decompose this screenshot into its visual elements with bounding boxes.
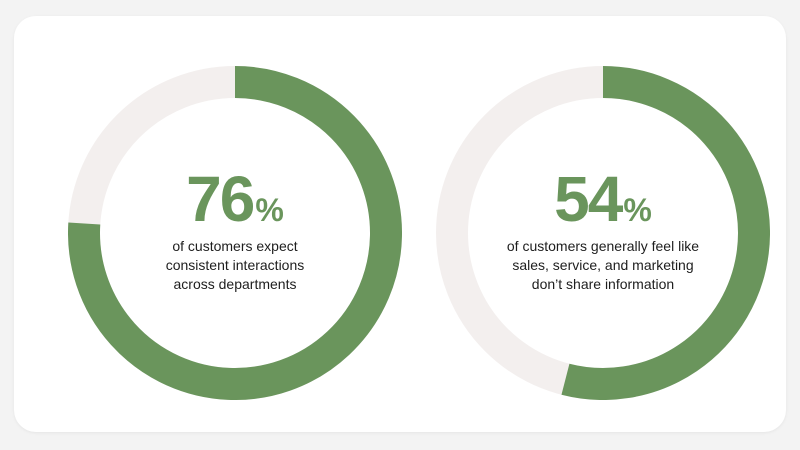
stat-1: 76 % [186, 167, 284, 231]
caption-2-line-2: sales, service, and marketing [512, 256, 694, 273]
donut-arc-1 [68, 66, 402, 400]
donut-chart-1: 76 % of customers expect consistent inte… [68, 66, 402, 400]
stat-value-2: 54 [554, 162, 623, 235]
caption-2-line-1: of customers generally feel like [506, 237, 700, 254]
caption-1-line-1: of customers expect [172, 237, 298, 254]
caption-2: of customers generally feel like sales, … [507, 237, 699, 294]
donut-svg-1 [68, 66, 402, 400]
donut-svg-2 [436, 66, 770, 400]
donut-center-1: 76 % of customers expect consistent inte… [68, 66, 402, 400]
donut-center-2: 54 % of customers generally feel like sa… [436, 66, 770, 400]
stat-value-1: 76 [186, 162, 255, 235]
caption-2-line-3: don’t share information [531, 275, 675, 292]
stats-card: 76 % of customers expect consistent inte… [14, 16, 786, 432]
stat-unit-1: % [255, 191, 284, 228]
donut-chart-2: 54 % of customers generally feel like sa… [436, 66, 770, 400]
stat-unit-2: % [623, 191, 652, 228]
caption-1-line-2: consistent interactions [165, 256, 305, 273]
donut-arc-2 [561, 66, 770, 400]
stat-2: 54 % [554, 167, 652, 231]
caption-1-line-3: across departments [173, 275, 297, 292]
caption-1: of customers expect consistent interacti… [166, 237, 305, 294]
